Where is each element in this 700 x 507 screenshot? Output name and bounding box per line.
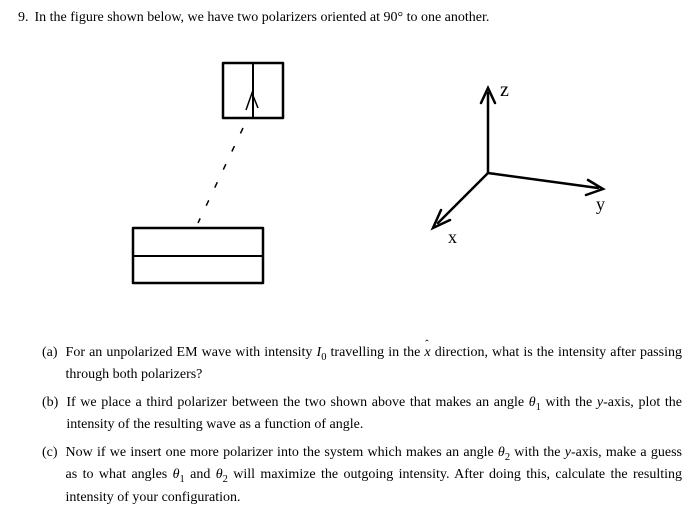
part-c-label: (c) [42,443,58,507]
beam-path [198,128,243,223]
figure: z y x [18,38,682,323]
part-a-label: (a) [42,343,58,385]
axis-x [438,173,488,223]
question-number: 9. [18,8,29,28]
axis-x-label: x [448,227,457,247]
axis-z-label: z [500,79,509,101]
part-b-label: (b) [42,393,58,435]
axis-y-label: y [596,194,605,214]
part-a: (a) For an unpolarized EM wave with inte… [42,343,682,385]
part-c-text: Now if we insert one more polarizer into… [66,443,682,507]
part-b: (b) If we place a third polarizer betwee… [42,393,682,435]
axis-y [488,173,598,188]
parts-list: (a) For an unpolarized EM wave with inte… [18,343,682,507]
question-header: 9. In the figure shown below, we have tw… [18,8,682,28]
part-c: (c) Now if we insert one more polarizer … [42,443,682,507]
axes [433,88,603,228]
question-stem: In the figure shown below, we have two p… [35,8,490,28]
part-b-text: If we place a third polarizer between th… [66,393,682,435]
part-a-text: For an unpolarized EM wave with intensit… [66,343,682,385]
figure-svg: z y x [18,38,678,323]
